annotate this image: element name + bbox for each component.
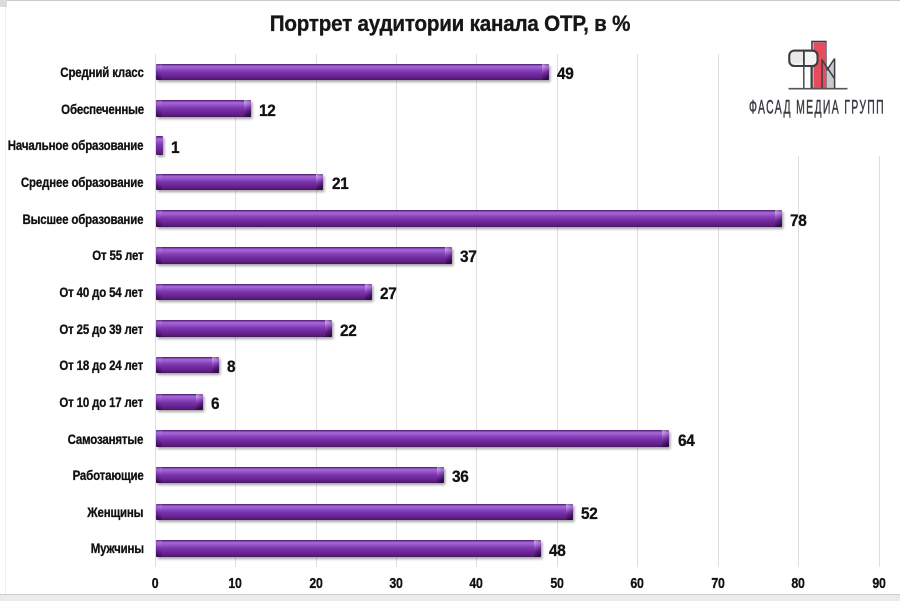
svg-text:ФАСАД МЕДИА ГРУПП: ФАСАД МЕДИА ГРУПП <box>749 97 885 119</box>
